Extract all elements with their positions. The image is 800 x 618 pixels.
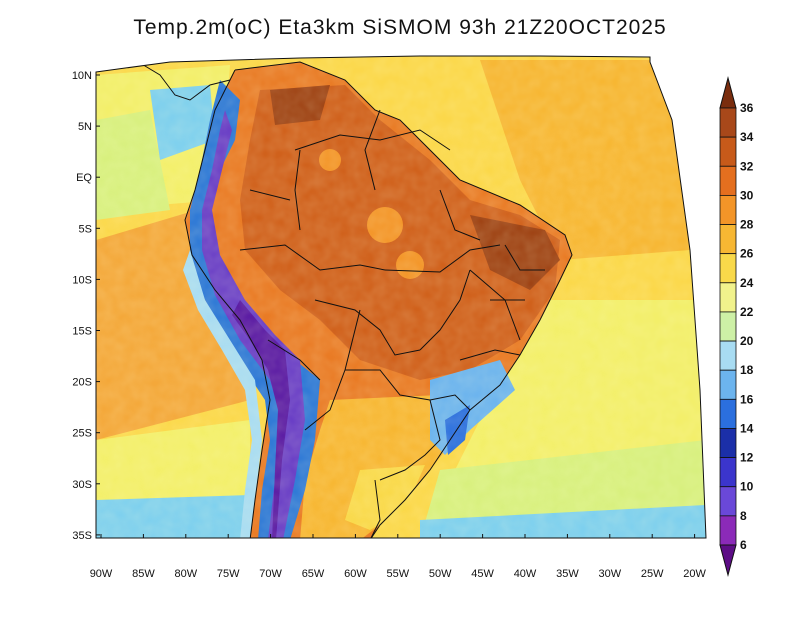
border-line [267,339,321,381]
lon-tick-label: 35W [556,568,579,580]
colorbar-level-label: 10 [740,480,754,494]
lat-tick-label: 35S [72,530,92,542]
lon-tick-label: 80W [174,568,197,580]
map-title: Temp.2m(oC) Eta3km SiSMOM 93h 21Z20OCT20… [133,16,667,39]
colorbar-segment [719,340,737,371]
colorbar-segment [719,282,737,313]
latitude-axis: 10N 5N EQ 5S 10S 15S 20S 25S 30S 35S [72,70,100,542]
border-line [294,129,451,151]
lon-tick-label: 50W [429,568,452,580]
colorbar-level-label: 32 [740,159,754,173]
border-line [504,244,545,271]
field-texture [96,56,706,538]
lon-tick-label: 40W [514,568,537,580]
lat-tick-label: 10N [72,70,92,82]
colorbar-level-label: 22 [740,305,754,319]
border-line [294,149,301,231]
border-line [239,244,386,271]
map-panel [96,56,706,538]
lon-tick-label: 20W [683,568,706,580]
border-line [304,309,361,431]
colorbar-level-label: 24 [740,276,754,290]
lon-tick-label: 65W [302,568,325,580]
political-borders [134,59,573,538]
lat-tick-label: EQ [76,172,92,184]
lon-tick-label: 75W [217,568,240,580]
colorbar-level-label: 20 [740,334,754,348]
lon-tick-label: 30W [598,568,621,580]
colorbar-max-arrow [719,76,737,109]
colorbar-segment [719,224,737,255]
colorbar-segment [719,311,737,342]
central-america-coast [134,59,231,101]
map-frame [95,55,707,539]
colorbar-segment [719,194,737,225]
lon-tick-label: 45W [471,568,494,580]
longitude-axis: 90W 85W 80W 75W 70W 65W 60W 55W 50W 45W 40W 35W 30W 2… [90,534,707,580]
border-line [439,189,481,241]
lon-tick-label: 55W [386,568,409,580]
lat-tick-label: 30S [72,479,92,491]
temperature-colorbar: 36 34 32 30 28 26 24 22 20 18 16 14 12 10 8 6 [719,76,754,577]
border-line [364,109,381,191]
colorbar-level-label: 18 [740,363,754,377]
border-line [379,399,441,481]
border-line [384,244,501,273]
colorbar-segment [719,107,737,138]
colorbar-segment [719,253,737,284]
colorbar-level-label: 26 [740,247,754,261]
lon-tick-label: 70W [259,568,282,580]
border-line [345,369,431,401]
colorbar-level-label: 34 [740,130,754,144]
colorbar-segment [719,136,737,167]
colorbar-level-label: 36 [740,101,754,115]
lat-tick-label: 25S [72,428,92,440]
lat-tick-label: 10S [72,274,92,286]
border-line [459,349,521,361]
lat-tick-label: 15S [72,326,92,338]
lat-tick-label: 5N [78,121,92,133]
colorbar-level-label: 12 [740,451,754,465]
lon-tick-label: 60W [344,568,367,580]
colorbar-level-label: 8 [740,509,747,523]
colorbar-level-label: 16 [740,392,754,406]
colorbar-segment [719,515,737,546]
lon-tick-label: 25W [641,568,664,580]
border-line [369,479,381,538]
border-line [429,394,471,411]
colorbar-segment [719,457,737,488]
lon-tick-label: 85W [132,568,155,580]
colorbar-level-label: 28 [740,218,754,232]
lat-tick-label: 20S [72,377,92,389]
colorbar-segment [719,428,737,459]
lon-tick-label: 90W [90,568,113,580]
lat-tick-label: 5S [79,223,92,235]
border-line [419,269,471,351]
border-line [314,299,421,356]
colorbar-min-arrow [719,544,737,577]
colorbar-segment [719,369,737,400]
colorbar-level-label: 6 [740,538,747,552]
colorbar-segment [719,398,737,429]
colorbar-level-label: 14 [740,421,754,435]
border-line [249,189,291,201]
colorbar-segment [719,486,737,517]
colorbar-segment [719,165,737,196]
colorbar-level-label: 30 [740,188,754,202]
